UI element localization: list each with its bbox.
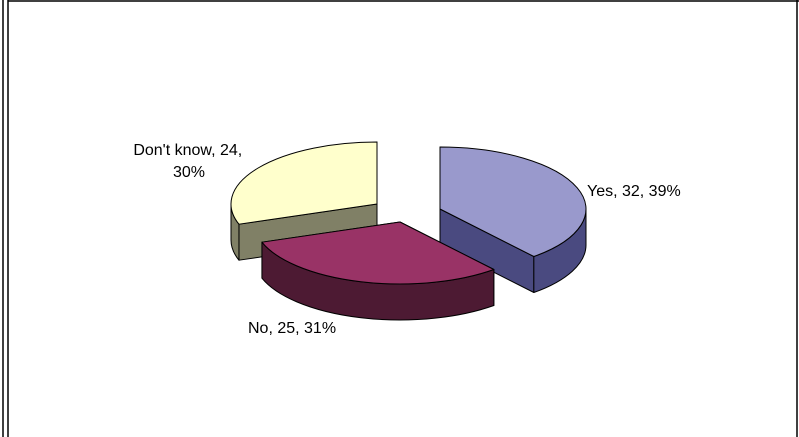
slice-label-dontknow-line2: 30% bbox=[173, 164, 205, 181]
slice-label-dontknow-line1: Don't know, 24, bbox=[133, 142, 242, 159]
pie-slices bbox=[230, 141, 587, 321]
slice-label-dontknow: Don't know, 24, 30% bbox=[133, 142, 246, 181]
slice-top-yes bbox=[439, 146, 587, 257]
slice-label-no: No, 25, 31% bbox=[248, 320, 336, 337]
slice-top-don-t-know bbox=[230, 141, 378, 225]
slice-label-yes: Yes, 32, 39% bbox=[587, 183, 681, 200]
slice-top-no bbox=[261, 221, 495, 285]
